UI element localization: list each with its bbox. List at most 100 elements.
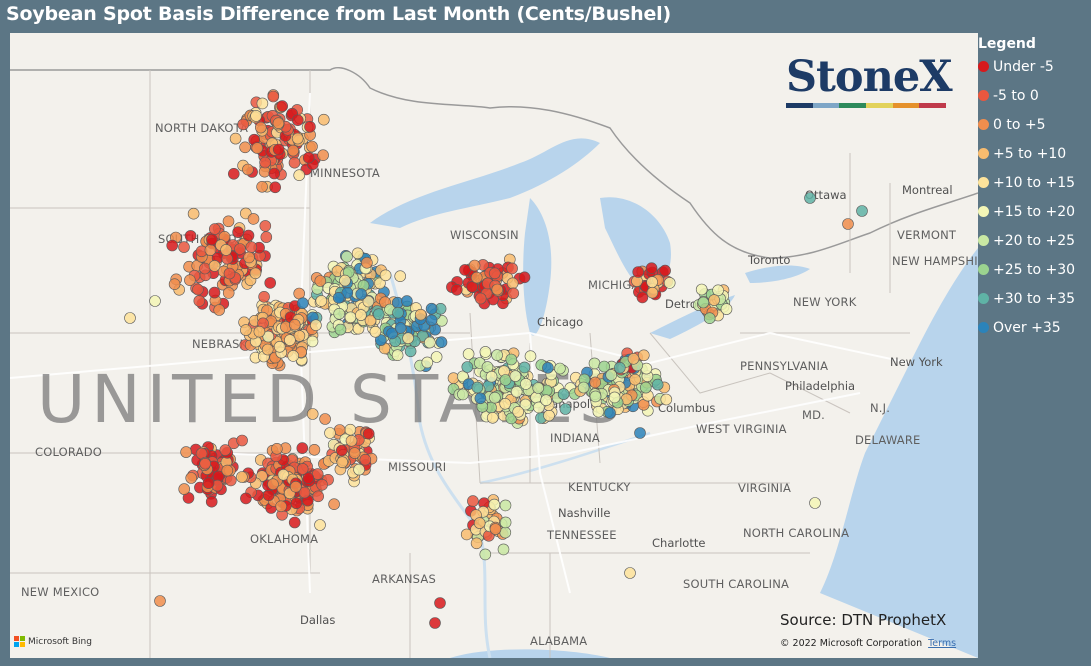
legend-item[interactable]: +25 to +30 (978, 255, 1091, 284)
legend-item[interactable]: +10 to +15 (978, 168, 1091, 197)
basis-point[interactable] (166, 239, 178, 252)
basis-point[interactable] (269, 181, 282, 194)
basis-point[interactable] (470, 537, 483, 550)
basis-point[interactable] (324, 427, 336, 439)
basis-point[interactable] (333, 424, 346, 436)
basis-point[interactable] (261, 343, 274, 356)
basis-point[interactable] (518, 271, 531, 284)
basis-point[interactable] (234, 243, 246, 255)
legend-item[interactable]: +5 to +10 (978, 139, 1091, 168)
basis-point[interactable] (518, 361, 531, 374)
basis-point[interactable] (187, 207, 200, 220)
basis-point[interactable] (272, 117, 285, 129)
basis-point[interactable] (505, 353, 518, 366)
basis-point[interactable] (468, 259, 481, 272)
basis-point[interactable] (332, 291, 345, 304)
basis-point[interactable] (264, 277, 277, 289)
basis-point[interactable] (355, 288, 368, 300)
basis-point[interactable] (605, 369, 618, 381)
basis-point[interactable] (374, 334, 387, 346)
basis-point[interactable] (532, 401, 545, 414)
basis-point[interactable] (577, 381, 590, 394)
basis-point[interactable] (499, 526, 512, 539)
basis-point[interactable] (124, 312, 136, 324)
basis-point[interactable] (314, 275, 327, 287)
basis-point[interactable] (499, 499, 512, 512)
basis-point[interactable] (306, 335, 319, 348)
basis-point[interactable] (634, 427, 646, 439)
basis-point[interactable] (341, 250, 353, 263)
basis-point[interactable] (293, 287, 306, 300)
basis-point[interactable] (204, 244, 217, 256)
basis-point[interactable] (589, 376, 602, 389)
basis-point[interactable] (184, 230, 197, 242)
basis-point[interactable] (461, 361, 474, 373)
basis-point[interactable] (589, 390, 602, 403)
basis-point[interactable] (306, 408, 319, 420)
basis-point[interactable] (288, 156, 301, 169)
basis-point[interactable] (559, 403, 572, 415)
basis-point[interactable] (236, 471, 248, 483)
basis-point[interactable] (394, 270, 407, 282)
basis-point[interactable] (353, 463, 365, 476)
basis-point[interactable] (542, 361, 554, 374)
basis-point[interactable] (289, 480, 302, 493)
basis-point[interactable] (355, 309, 367, 321)
basis-point[interactable] (296, 442, 309, 454)
basis-point[interactable] (262, 330, 275, 343)
basis-point[interactable] (184, 274, 196, 286)
basis-point[interactable] (220, 244, 232, 256)
basis-point[interactable] (296, 297, 309, 310)
basis-point[interactable] (228, 168, 240, 180)
basis-point[interactable] (312, 490, 325, 503)
basis-point[interactable] (219, 444, 232, 456)
basis-point[interactable] (298, 486, 311, 499)
basis-point[interactable] (519, 398, 532, 411)
basis-point[interactable] (334, 323, 347, 336)
basis-point[interactable] (205, 495, 218, 508)
basis-point[interactable] (304, 121, 316, 133)
basis-point[interactable] (225, 474, 237, 487)
basis-point[interactable] (592, 405, 605, 418)
basis-point[interactable] (222, 287, 235, 299)
legend-item[interactable]: +30 to +35 (978, 284, 1091, 313)
basis-point[interactable] (598, 360, 611, 373)
basis-point[interactable] (636, 291, 649, 304)
basis-point[interactable] (491, 283, 504, 296)
basis-point[interactable] (240, 492, 252, 505)
basis-point[interactable] (660, 393, 673, 406)
basis-point[interactable] (540, 394, 552, 407)
basis-point[interactable] (489, 391, 501, 404)
basis-point[interactable] (489, 523, 502, 535)
basis-point[interactable] (499, 374, 512, 386)
basis-point[interactable] (316, 478, 328, 491)
basis-point[interactable] (659, 264, 671, 277)
basis-point[interactable] (336, 456, 349, 469)
basis-point[interactable] (632, 266, 645, 278)
basis-point[interactable] (245, 241, 258, 253)
basis-point[interactable] (645, 262, 658, 274)
basis-point[interactable] (168, 278, 181, 290)
basis-point[interactable] (651, 378, 664, 391)
basis-point[interactable] (341, 286, 354, 299)
basis-point[interactable] (293, 330, 306, 342)
basis-point[interactable] (259, 220, 272, 232)
basis-point[interactable] (543, 409, 555, 422)
basis-point[interactable] (364, 314, 377, 327)
basis-point[interactable] (267, 90, 280, 103)
basis-point[interactable] (199, 457, 211, 470)
basis-point[interactable] (459, 264, 471, 276)
basis-point[interactable] (429, 617, 441, 629)
basis-point[interactable] (272, 143, 285, 156)
basis-point[interactable] (708, 294, 720, 306)
basis-point[interactable] (291, 114, 304, 126)
basis-point[interactable] (271, 442, 283, 455)
basis-point[interactable] (401, 295, 413, 307)
basis-point[interactable] (256, 97, 269, 110)
basis-point[interactable] (456, 370, 469, 383)
basis-point[interactable] (557, 388, 570, 400)
basis-point[interactable] (629, 373, 641, 386)
basis-point[interactable] (457, 388, 469, 401)
basis-point[interactable] (154, 595, 166, 607)
basis-point[interactable] (268, 167, 281, 180)
